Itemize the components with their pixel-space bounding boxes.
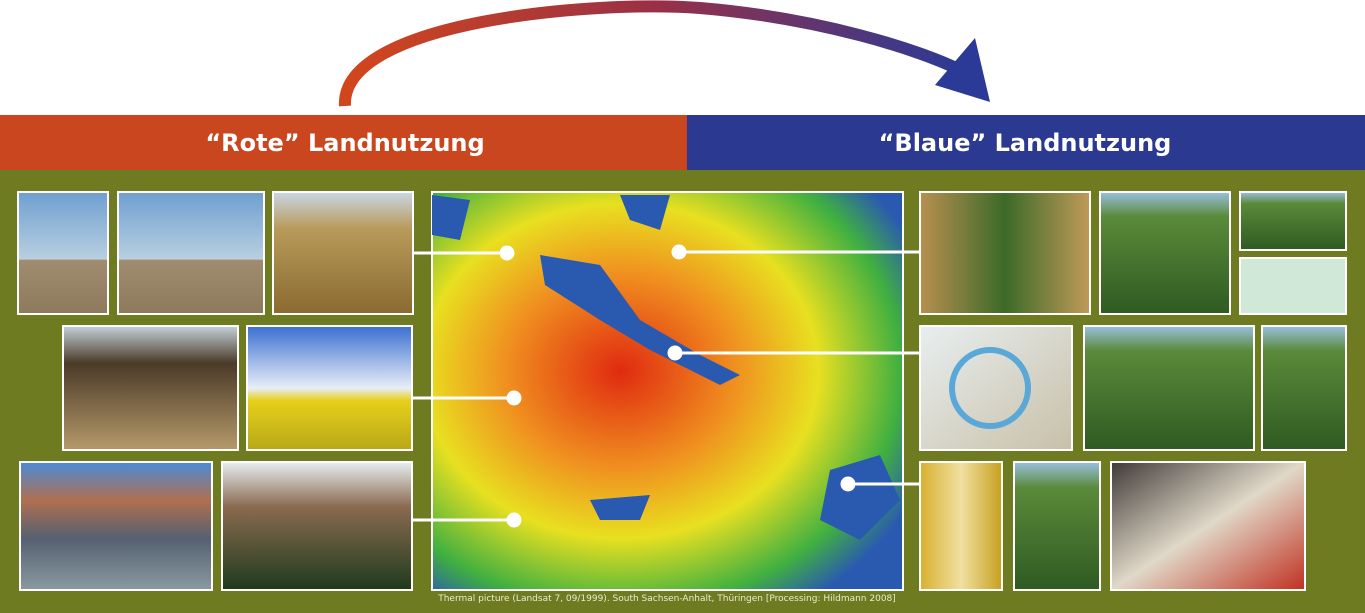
left-photos <box>17 191 414 591</box>
photo <box>919 325 1073 451</box>
photo <box>919 461 1003 591</box>
photo <box>1239 191 1347 251</box>
map-caption: Thermal picture (Landsat 7, 09/1999). So… <box>437 594 896 604</box>
photo <box>246 325 413 451</box>
photo <box>62 325 239 451</box>
water <box>432 195 470 240</box>
connectors <box>412 244 920 528</box>
photo <box>17 191 109 315</box>
connector-dot <box>671 244 687 260</box>
photo <box>1013 461 1101 591</box>
photo <box>919 191 1091 315</box>
photo <box>1083 325 1255 451</box>
photo <box>1239 257 1347 315</box>
connector-dot <box>506 390 522 406</box>
connector-dot <box>499 245 515 261</box>
water <box>620 195 670 230</box>
arrow-head <box>935 38 990 102</box>
photo <box>221 461 413 591</box>
photo <box>272 191 414 315</box>
photo <box>117 191 265 315</box>
connector-dot <box>840 476 856 492</box>
connector-dot <box>667 345 683 361</box>
right-header-label: “Blaue” Landnutzung <box>879 129 1172 157</box>
water <box>590 495 650 520</box>
red-header <box>0 115 687 170</box>
blue-header <box>687 115 1365 170</box>
photo <box>1110 461 1306 591</box>
photo <box>1099 191 1231 315</box>
photo <box>19 461 213 591</box>
photo <box>1261 325 1347 451</box>
water <box>820 455 900 540</box>
arrow-arc <box>338 0 963 107</box>
cycle-icon <box>949 347 1031 429</box>
left-header-label: “Rote” Landnutzung <box>205 129 484 157</box>
connector-dot <box>506 512 522 528</box>
right-photos <box>919 191 1347 591</box>
